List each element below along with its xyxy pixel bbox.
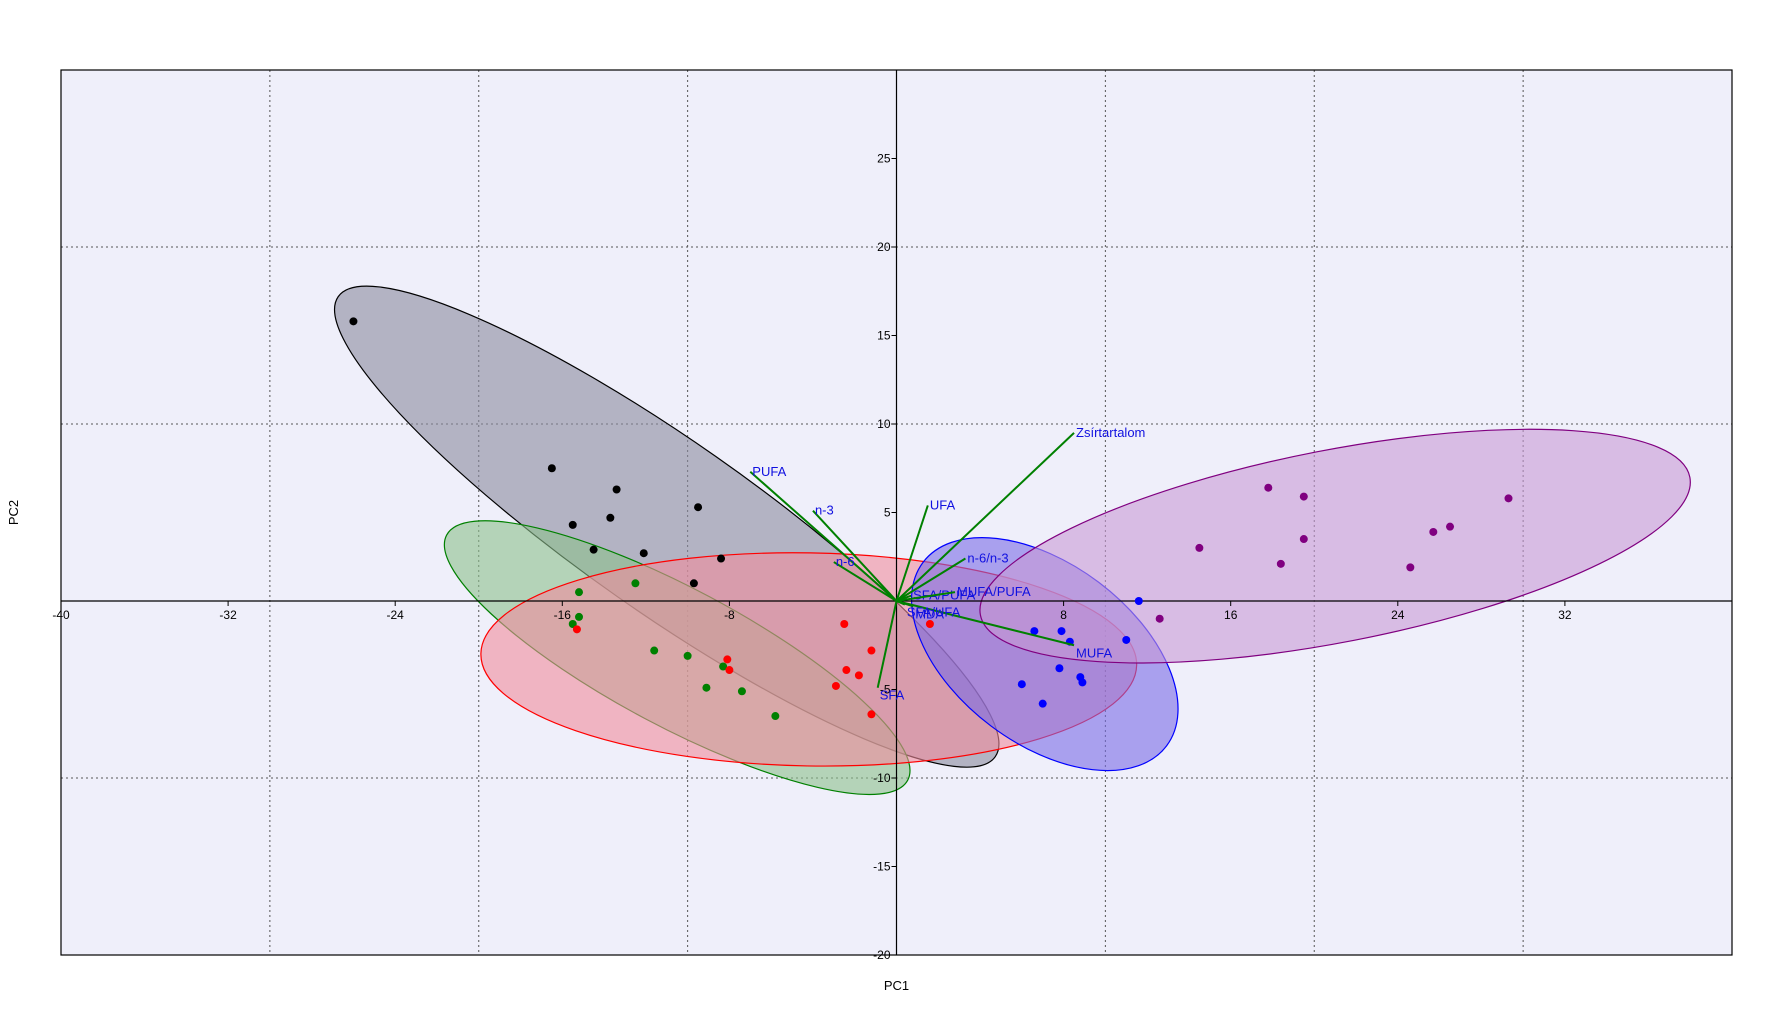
loading-label: SFA	[880, 688, 905, 703]
group-5-ellipse	[979, 428, 1691, 664]
group-1-point	[717, 554, 726, 563]
group-3-point	[831, 681, 840, 690]
group-5-point	[1195, 543, 1204, 552]
group-1-point	[589, 545, 598, 554]
group-5-point	[1299, 535, 1308, 544]
loading-vector	[895, 432, 1075, 602]
group-1-point	[639, 549, 648, 558]
group-5-point	[1446, 522, 1455, 531]
group-1-point	[568, 520, 577, 529]
x-tick-label: -32	[219, 608, 237, 622]
plot-frame	[60, 69, 1733, 956]
group-3-point	[867, 710, 876, 719]
y-tick-label: -15	[873, 860, 891, 874]
loading-label: n-6/n-3	[967, 551, 1008, 566]
group-2-point	[683, 651, 692, 660]
group-5-point	[1155, 614, 1164, 623]
group-4-point	[1134, 597, 1143, 605]
y-tick-label: 15	[877, 329, 891, 343]
y-tick-label: -5	[880, 683, 891, 697]
scores	[349, 317, 1513, 721]
group-5-point	[1276, 559, 1285, 568]
y-tick-label: -10	[873, 771, 891, 785]
loading-label: Zsírtartalom	[1076, 425, 1145, 440]
group-2-point	[719, 662, 728, 671]
loading-vector	[896, 600, 1075, 647]
x-tick-label: -24	[387, 608, 405, 622]
group-3-point	[854, 671, 863, 680]
group-3-point	[725, 666, 734, 675]
y-tick-label: 20	[877, 240, 891, 254]
loading-label: PUFA	[752, 464, 786, 479]
loading-label: SFA/UFA	[907, 605, 961, 620]
loading-vector	[876, 600, 898, 688]
group-3-point	[723, 655, 732, 664]
group-1-point	[694, 503, 703, 512]
group-2-point	[737, 687, 746, 696]
group-3-point	[572, 625, 581, 634]
group-5-point	[1299, 492, 1308, 501]
group-1-point	[349, 317, 358, 326]
group-4-point	[1038, 699, 1047, 708]
loading-vector	[895, 505, 929, 602]
y-tick-label: 25	[877, 152, 891, 166]
loading-vectors: Zsírtartalom PUFA n-3 UFA n-6 n-6/n-3 SFA/PUFA…	[749, 425, 1145, 703]
group-ellipses	[333, 285, 1691, 796]
loading-label: SFA/PUFA	[913, 588, 975, 603]
group-2-point	[631, 579, 640, 588]
loading-label: n-6	[836, 554, 855, 569]
group-4-point	[1017, 680, 1026, 689]
y-axis-title: PC2	[6, 500, 21, 525]
group-3-point	[840, 620, 849, 629]
x-axis-title: PC1	[884, 978, 909, 993]
group-2-point	[575, 612, 584, 621]
group-5-point	[1264, 483, 1273, 492]
y-tick-label: 5	[884, 506, 891, 520]
group-2-point	[771, 712, 780, 721]
x-tick-label: 32	[1558, 608, 1572, 622]
tick-labels: -40 -32 -24 -16 -8 8 16 24 32-20-15-10-551015202…	[52, 152, 1572, 963]
group-1-point	[612, 485, 621, 494]
loading-vector	[812, 510, 898, 602]
loading-vector	[895, 557, 966, 602]
group-5-point	[1429, 527, 1438, 536]
group-4-point	[1057, 627, 1066, 636]
loading-label: MUFA	[1076, 645, 1112, 660]
group-5-point	[1406, 563, 1415, 572]
group-5-point	[1504, 494, 1513, 503]
loading-vector	[896, 600, 914, 608]
group-2-point	[575, 588, 584, 597]
group-2-point	[702, 683, 711, 692]
loading-label: n-3	[815, 503, 834, 518]
group-4-point	[1030, 627, 1039, 636]
group-3-point	[842, 666, 851, 675]
loading-label: MDA	[915, 606, 944, 621]
loading-label: UFA	[930, 497, 956, 512]
y-tick-label: 10	[877, 417, 891, 431]
x-tick-label: 24	[1391, 608, 1405, 622]
group-1-point	[689, 579, 698, 588]
group-1-point	[547, 464, 556, 473]
group-4-point	[1055, 664, 1064, 673]
group-2-point	[650, 646, 659, 655]
x-tick-label: -16	[554, 608, 572, 622]
loading-label: MUFA/PUFA	[957, 584, 1031, 599]
group-4-point	[1078, 678, 1087, 687]
group-3-point	[925, 620, 934, 629]
x-tick-label: 8	[1060, 608, 1067, 622]
loading-vector	[749, 471, 898, 602]
group-4-point	[1122, 635, 1131, 644]
x-tick-label: 16	[1224, 608, 1238, 622]
x-tick-label: -8	[724, 608, 735, 622]
loading-vector	[896, 591, 956, 602]
group-3-point	[867, 646, 876, 655]
loading-vector	[833, 561, 898, 602]
group-1-point	[606, 513, 615, 522]
